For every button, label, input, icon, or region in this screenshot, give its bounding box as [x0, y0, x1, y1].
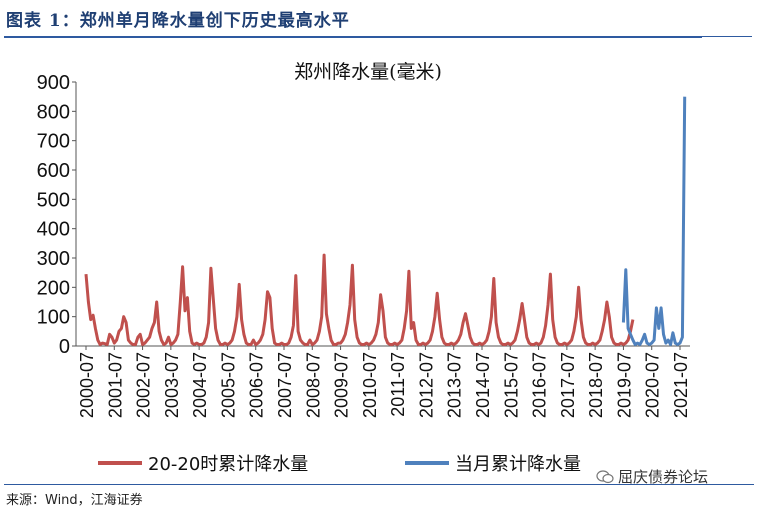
x-tick-label: 2016-07: [530, 352, 550, 418]
wechat-icon: [596, 469, 614, 483]
chart-title: 郑州降水量(毫米): [294, 61, 442, 83]
x-tick-label: 2007-07: [275, 352, 295, 418]
precipitation-chart: 郑州降水量(毫米) 0 100 200 300 400 500 600 700 800 900 2…: [37, 61, 691, 475]
y-tick-label: 700: [37, 131, 70, 153]
x-tick-label: 2008-07: [303, 352, 323, 418]
x-tick-label: 2012-07: [416, 352, 436, 418]
source-note: 来源：Wind，江海证券: [6, 493, 143, 508]
legend-label-current: 当月累计降水量: [455, 454, 581, 475]
source-rule: [4, 484, 754, 485]
title-rule-right: [702, 36, 752, 37]
x-tick-label: 2013-07: [445, 352, 465, 418]
x-tick-label: 2003-07: [162, 352, 182, 418]
x-tick-label: 2002-07: [134, 352, 154, 418]
title-rule: [4, 36, 702, 38]
x-tick-label: 2011-07: [388, 352, 408, 417]
watermark-text: 屈庆债券论坛: [618, 468, 709, 486]
x-tick-label: 2009-07: [332, 352, 352, 418]
x-tick-label: 2018-07: [586, 352, 606, 418]
x-tick-label: 2010-07: [360, 352, 380, 418]
y-axis: 0 100 200 300 400 500 600 700 800 900: [37, 72, 77, 358]
y-tick-label: 300: [37, 248, 70, 270]
x-tick-label: 2000-07: [77, 352, 97, 418]
x-axis: 2000-07 2001-07 2002-07 2003-07 2004-07 2005-…: [76, 345, 691, 418]
x-tick-label: 2005-07: [218, 352, 238, 418]
x-tick-label: 2020-07: [643, 352, 663, 418]
x-tick-label: 2019-07: [614, 352, 634, 418]
x-tick-label: 2001-07: [105, 352, 125, 418]
y-tick-label: 500: [37, 189, 70, 211]
watermark: 屈庆债券论坛: [596, 466, 708, 487]
y-tick-label: 200: [37, 277, 70, 299]
x-tick-label: 2021-07: [671, 352, 691, 418]
y-tick-label: 400: [37, 219, 70, 241]
x-tick-label: 2017-07: [558, 352, 578, 418]
x-tick-label: 2006-07: [247, 352, 267, 418]
series-current-line: [621, 96, 687, 346]
series-historical-line: [84, 253, 635, 346]
x-tick-label: 2015-07: [501, 352, 521, 418]
y-tick-label: 100: [37, 307, 70, 329]
y-tick-label: 0: [59, 336, 70, 358]
x-tick-label: 2014-07: [473, 352, 493, 418]
y-tick-label: 800: [37, 101, 70, 123]
series-layer: [84, 96, 687, 346]
figure-title: 图表 1：郑州单月降水量创下历史最高水平: [6, 11, 350, 31]
x-tick-label: 2004-07: [190, 352, 210, 418]
y-tick-label: 900: [37, 72, 70, 94]
legend: 20-20时累计降水量 当月累计降水量: [98, 454, 581, 475]
y-tick-label: 600: [37, 160, 70, 182]
legend-label-historical: 20-20时累计降水量: [148, 454, 308, 475]
